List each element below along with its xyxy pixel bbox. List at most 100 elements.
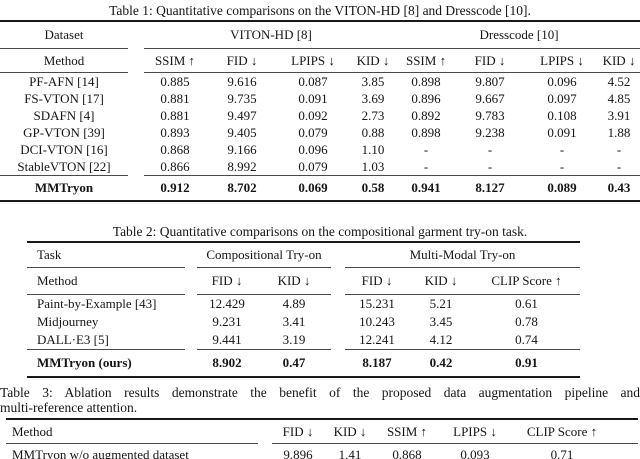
value-cell: 0.47 bbox=[282, 355, 306, 370]
metric-header: FID ↓ bbox=[272, 419, 324, 444]
rule-gap bbox=[331, 242, 345, 268]
value-cell: 0.096 bbox=[547, 73, 577, 89]
table2-group-multimodal: Multi-Modal Try-on bbox=[345, 242, 581, 268]
value-cell: 0.087 bbox=[298, 73, 328, 89]
table2-column-header-row: Method FID ↓ KID ↓ FID ↓ KID ↓ CLIP Scor… bbox=[27, 267, 581, 295]
value-cell: 0.898 bbox=[411, 124, 441, 140]
value-cell: 0.74 bbox=[473, 331, 581, 350]
value-cell: 0.88 bbox=[361, 124, 385, 140]
value-cell: 0.881 bbox=[160, 90, 190, 106]
value-cell: 8.902 bbox=[212, 355, 242, 370]
value-cell: 0.78 bbox=[515, 314, 538, 329]
method-cell: PF-AFN [14] bbox=[29, 73, 99, 89]
table-row: FS-VTON [17] 0.881 9.735 0.091 3.69 0.89… bbox=[0, 90, 640, 107]
value-cell: 0.61 bbox=[515, 296, 538, 311]
method-cell: StableVTON [22] bbox=[0, 158, 128, 176]
method-header: Method bbox=[0, 48, 128, 73]
rule-gap bbox=[128, 49, 144, 73]
value-cell: 12.429 bbox=[209, 296, 245, 311]
value-cell: - bbox=[487, 141, 493, 157]
value-cell: 9.667 bbox=[475, 90, 505, 106]
value-cell: - bbox=[616, 141, 622, 157]
value-cell: - bbox=[598, 158, 640, 176]
table1-group-dresscode: Dresscode [10] bbox=[398, 21, 640, 49]
value-cell: 0.941 bbox=[411, 180, 441, 195]
table-row: DALL·E3 [5] 9.441 3.19 12.241 4.12 0.74 bbox=[27, 331, 581, 350]
value-cell: - bbox=[454, 158, 527, 176]
rule-gap bbox=[185, 242, 197, 268]
table2-group-compositional: Compositional Try-on bbox=[197, 242, 331, 268]
value-cell: 3.91 bbox=[607, 107, 631, 123]
value-cell: - bbox=[398, 158, 455, 176]
method-cell: GP-VTON [39] bbox=[23, 124, 105, 140]
method-cell: MMTryon w/o augmented dataset bbox=[12, 447, 189, 459]
method-header: Method bbox=[27, 267, 185, 295]
metric-header: FID ↓ bbox=[345, 267, 409, 295]
value-cell: 9.616 bbox=[227, 73, 257, 89]
value-cell: 8.702 bbox=[227, 180, 257, 195]
method-cell: DALL·E3 [5] bbox=[27, 331, 185, 350]
metric-header: KID ↓ bbox=[324, 419, 376, 444]
table-row: MMTryon w/o augmented dataset 9.896 1.41… bbox=[6, 444, 638, 459]
rule-gap bbox=[128, 141, 144, 158]
rule-gap bbox=[331, 331, 345, 350]
method-cell: FS-VTON [17] bbox=[24, 90, 104, 106]
rule-gap bbox=[128, 176, 144, 202]
value-cell: 0.885 bbox=[160, 73, 190, 89]
value-cell: 0.896 bbox=[411, 90, 441, 106]
rule-gap bbox=[128, 124, 144, 141]
value-cell: 0.42 bbox=[429, 355, 453, 370]
table-row-highlight: MMTryon 0.912 8.702 0.069 0.58 0.941 8.1… bbox=[0, 176, 640, 202]
table1-caption: Table 1: Quantitative comparisons on the… bbox=[109, 3, 531, 18]
table-row: StableVTON [22] 0.866 8.992 0.079 1.03 -… bbox=[0, 158, 640, 176]
rule-gap bbox=[185, 313, 197, 331]
rule-gap bbox=[128, 21, 144, 49]
table-row: DCI-VTON [16] 0.868 9.166 0.096 1.10 - -… bbox=[0, 141, 640, 158]
value-cell: 0.71 bbox=[550, 447, 574, 459]
metric-header: CLIP Score ↑ bbox=[473, 267, 581, 295]
value-cell: 9.441 bbox=[197, 331, 257, 350]
value-cell: 0.069 bbox=[298, 180, 328, 195]
value-cell: 9.807 bbox=[475, 73, 505, 89]
value-cell: 9.735 bbox=[227, 90, 257, 106]
value-cell: 0.868 bbox=[392, 447, 422, 459]
metric-header: LPIPS ↓ bbox=[278, 48, 348, 73]
value-cell: 0.108 bbox=[547, 107, 577, 123]
method-cell: MMTryon bbox=[34, 180, 94, 195]
value-cell: 0.092 bbox=[298, 107, 328, 123]
value-cell: 0.893 bbox=[160, 124, 190, 140]
table2: Task Compositional Try-on Multi-Modal Tr… bbox=[27, 241, 581, 378]
value-cell: 0.097 bbox=[547, 90, 577, 106]
value-cell: - bbox=[423, 141, 429, 157]
metric-header: KID ↓ bbox=[409, 267, 473, 295]
metric-header: LPIPS ↓ bbox=[438, 419, 512, 444]
rule-gap bbox=[185, 295, 197, 314]
value-cell: 0.58 bbox=[361, 180, 385, 195]
table-row: Midjourney 9.231 3.41 10.243 3.45 0.78 bbox=[27, 313, 580, 331]
table3: Method FID ↓ KID ↓ SSIM ↑ LPIPS ↓ CLIP S… bbox=[6, 418, 638, 459]
value-cell: 2.73 bbox=[361, 107, 385, 123]
metric-header: FID ↓ bbox=[197, 267, 257, 295]
table-row: Paint-by-Example [43] 12.429 4.89 15.231… bbox=[27, 295, 580, 314]
value-cell: 3.45 bbox=[429, 314, 453, 329]
value-cell: 0.079 bbox=[278, 158, 348, 176]
value-cell: 10.243 bbox=[359, 314, 395, 329]
value-cell: 0.892 bbox=[411, 107, 441, 123]
spacer bbox=[0, 202, 640, 224]
table3-caption-line1: Table 3: Ablation results demonstrate th… bbox=[0, 385, 640, 400]
value-cell: 0.881 bbox=[160, 107, 190, 123]
table-row-highlight: MMTryon (ours) 8.902 0.47 8.187 0.42 0.9… bbox=[27, 350, 580, 378]
table-row: SDAFN [4] 0.881 9.497 0.092 2.73 0.892 9… bbox=[0, 107, 640, 124]
value-cell: 0.43 bbox=[607, 180, 631, 195]
value-cell: - bbox=[559, 141, 565, 157]
table2-caption: Table 2: Quantitative comparisons on the… bbox=[112, 224, 528, 239]
value-cell: 9.405 bbox=[227, 124, 257, 140]
metric-header: KID ↓ bbox=[348, 48, 399, 73]
rule-gap bbox=[331, 295, 345, 314]
metric-header: FID ↓ bbox=[206, 48, 278, 73]
value-cell: 0.091 bbox=[298, 90, 328, 106]
rule-gap bbox=[331, 313, 345, 331]
rule-gap bbox=[128, 158, 144, 176]
value-cell: 15.231 bbox=[359, 296, 395, 311]
